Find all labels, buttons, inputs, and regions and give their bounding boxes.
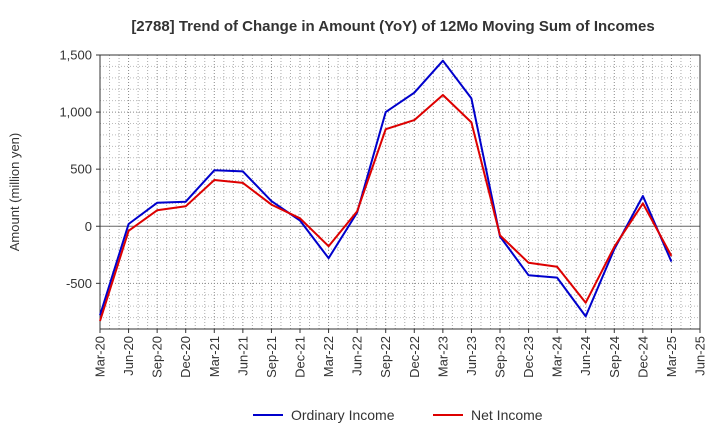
chart-title: [2788] Trend of Change in Amount (YoY) o… [131, 18, 654, 35]
x-tick-label: Mar-22 [321, 336, 336, 377]
series-layer [99, 59, 673, 322]
x-tick-label: Jun-24 [578, 336, 593, 376]
y-axis-label: Amount (million yen) [7, 133, 22, 252]
x-tick-label: Dec-22 [407, 336, 422, 378]
x-tick-label: Dec-21 [293, 336, 308, 378]
x-tick-label: Dec-24 [635, 336, 650, 378]
x-tick-label: Jun-25 [693, 336, 708, 376]
x-tick-label: Jun-23 [464, 336, 479, 376]
legend-label: Net Income [471, 407, 543, 423]
axis-layer: -500 0 500 1,000 1,500 Mar-20 Jun-20 Sep-20 Dec-… [59, 48, 707, 378]
x-tick-label: Mar-21 [207, 336, 222, 377]
x-tick-label: Jun-22 [350, 336, 365, 376]
y-tick-label: -500 [66, 276, 92, 291]
x-tick-label: Sep-21 [264, 336, 279, 378]
x-tick-label: Sep-20 [150, 336, 165, 378]
y-tick-label: 0 [85, 219, 92, 234]
x-tick-label: Mar-24 [550, 336, 565, 377]
x-tick-label: Sep-24 [607, 336, 622, 378]
legend: Ordinary Income Net Income [253, 407, 543, 423]
series-line-net-income [99, 94, 673, 322]
x-tick-label: Mar-20 [93, 336, 108, 377]
x-tick-label: Dec-23 [521, 336, 536, 378]
x-tick-label: Jun-21 [235, 336, 250, 376]
y-tick-label: 1,500 [59, 48, 92, 63]
x-tick-label: Mar-25 [664, 336, 679, 377]
x-tick-label: Sep-23 [493, 336, 508, 378]
grid-layer [100, 55, 700, 329]
plot-frame [99, 54, 701, 330]
x-tick-label: Dec-20 [178, 336, 193, 378]
y-tick-label: 1,000 [59, 105, 92, 120]
y-tick-label: 500 [70, 162, 92, 177]
x-tick-label: Mar-23 [435, 336, 450, 377]
x-tick-label: Sep-22 [378, 336, 393, 378]
legend-label: Ordinary Income [291, 407, 395, 423]
series-line-ordinary-income [99, 59, 673, 318]
x-tick-label: Jun-20 [121, 336, 136, 376]
